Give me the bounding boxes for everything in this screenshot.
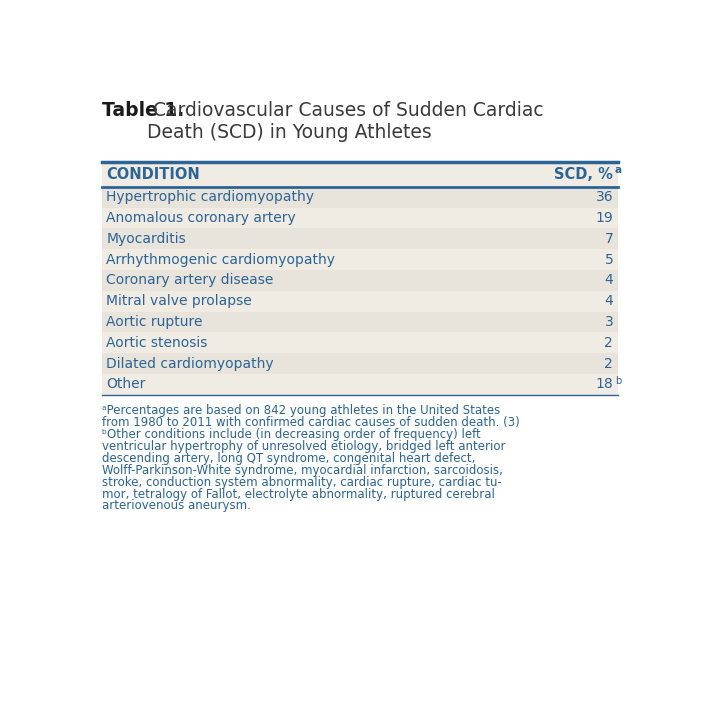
Text: 4: 4 <box>604 294 614 308</box>
Text: 2: 2 <box>604 335 614 350</box>
Text: 18: 18 <box>595 377 614 391</box>
Text: Hypertrophic cardiomyopathy: Hypertrophic cardiomyopathy <box>106 190 314 205</box>
Text: 5: 5 <box>604 252 614 267</box>
Text: Mitral valve prolapse: Mitral valve prolapse <box>106 294 252 308</box>
Text: ventricular hypertrophy of unresolved etiology, bridged left anterior: ventricular hypertrophy of unresolved et… <box>102 440 505 453</box>
Text: Wolff-Parkinson-White syndrome, myocardial infarction, sarcoidosis,: Wolff-Parkinson-White syndrome, myocardi… <box>102 463 503 476</box>
Text: Arrhythmogenic cardiomyopathy: Arrhythmogenic cardiomyopathy <box>106 252 336 267</box>
Text: descending artery, long QT syndrome, congenital heart defect,: descending artery, long QT syndrome, con… <box>102 452 475 465</box>
Text: b: b <box>615 375 621 385</box>
Text: Anomalous coronary artery: Anomalous coronary artery <box>106 211 296 225</box>
Text: Other: Other <box>106 377 146 391</box>
Text: stroke, conduction system abnormality, cardiac rupture, cardiac tu-: stroke, conduction system abnormality, c… <box>102 476 501 489</box>
Text: 36: 36 <box>595 190 614 205</box>
Text: mor, tetralogy of Fallot, electrolyte abnormality, ruptured cerebral: mor, tetralogy of Fallot, electrolyte ab… <box>102 487 495 500</box>
Text: from 1980 to 2011 with confirmed cardiac causes of sudden death. (3): from 1980 to 2011 with confirmed cardiac… <box>102 416 519 429</box>
Bar <box>102 162 618 187</box>
Text: 7: 7 <box>604 232 614 246</box>
Bar <box>102 291 618 312</box>
Bar <box>102 312 618 333</box>
Text: CONDITION: CONDITION <box>106 167 200 182</box>
Bar <box>102 249 618 270</box>
Text: Coronary artery disease: Coronary artery disease <box>106 273 274 288</box>
Text: 3: 3 <box>604 315 614 329</box>
Text: ᵃPercentages are based on 842 young athletes in the United States: ᵃPercentages are based on 842 young athl… <box>102 404 500 417</box>
Bar <box>102 208 618 228</box>
Text: 4: 4 <box>604 273 614 288</box>
Text: Myocarditis: Myocarditis <box>106 232 186 246</box>
Text: Aortic stenosis: Aortic stenosis <box>106 335 208 350</box>
Text: SCD, %: SCD, % <box>555 167 614 182</box>
Bar <box>102 333 618 353</box>
Bar <box>102 187 618 208</box>
Text: Dilated cardiomyopathy: Dilated cardiomyopathy <box>106 356 274 371</box>
Bar <box>102 374 618 395</box>
Text: ᵇOther conditions include (in decreasing order of frequency) left: ᵇOther conditions include (in decreasing… <box>102 428 480 441</box>
Bar <box>102 270 618 291</box>
Text: arteriovenous aneurysm.: arteriovenous aneurysm. <box>102 500 251 513</box>
Text: a: a <box>615 165 622 175</box>
Text: Cardiovascular Causes of Sudden Cardiac
Death (SCD) in Young Athletes: Cardiovascular Causes of Sudden Cardiac … <box>147 100 543 142</box>
Text: 19: 19 <box>595 211 614 225</box>
Text: Table 1.: Table 1. <box>102 100 184 119</box>
Text: 2: 2 <box>604 356 614 371</box>
Text: Aortic rupture: Aortic rupture <box>106 315 203 329</box>
Bar <box>102 353 618 374</box>
Bar <box>102 228 618 249</box>
